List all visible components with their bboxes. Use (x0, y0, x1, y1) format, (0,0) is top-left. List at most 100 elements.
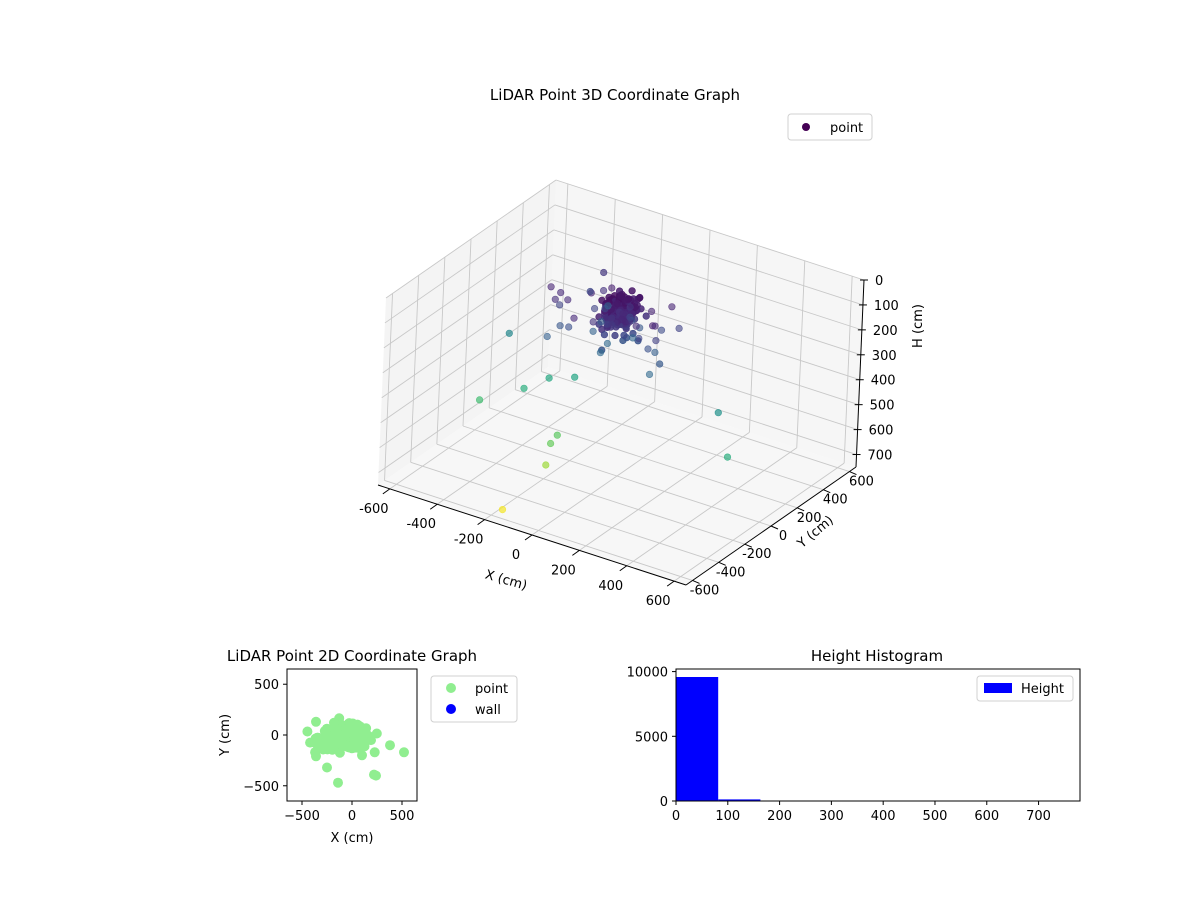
scatter-3d-point (656, 360, 664, 368)
scatter-2d-point (366, 735, 376, 746)
legend-2d: point wall (430, 675, 518, 723)
plot-3d-zlabel: H (cm) (911, 304, 926, 348)
ticks-3d: -600-400-2000200400600-600-400-200020040… (359, 274, 899, 609)
z-tick-label: 300 (872, 349, 897, 364)
legend-histogram-label: Height (1021, 682, 1064, 697)
scatter-3d-point (651, 322, 659, 330)
plot-3d-title: LiDAR Point 3D Coordinate Graph (490, 86, 740, 104)
scatter-3d-point (636, 293, 644, 302)
grid-h-left (382, 254, 554, 374)
y-tick-label: 200 (797, 511, 822, 526)
scatter-2d-point (357, 750, 367, 761)
scatter-3d-point (635, 334, 643, 343)
scatter-3d-point (590, 305, 599, 313)
y-tick-label: 0 (271, 729, 279, 744)
grid-y-floor (515, 389, 824, 491)
scatter-2d-point (371, 770, 381, 781)
scatter-2d-point (385, 740, 395, 751)
scatter-3d-point (599, 287, 608, 295)
y-tick (849, 471, 857, 475)
scatter-3d-point (542, 461, 550, 469)
plot-2d-xlabel: X (cm) (331, 831, 374, 846)
legend-2d-marker-wall (446, 704, 456, 714)
y-tick-label: -400 (716, 565, 746, 580)
scatter-3d-point (645, 370, 654, 379)
x-tick-label: 500 (923, 809, 948, 824)
grid-x-back (748, 245, 758, 433)
histogram-bar (676, 677, 719, 801)
y-tick (744, 543, 753, 548)
x-tick-label: 300 (819, 809, 844, 824)
grid-h-left (379, 329, 550, 448)
x-tick-label: 400 (598, 579, 623, 594)
grid-y-left (410, 275, 420, 463)
scatter-3d-point (632, 322, 640, 330)
y-tick (770, 525, 779, 530)
x-tick-label: 500 (390, 809, 415, 824)
y-tick (692, 580, 700, 584)
scatter-3d-point (586, 287, 594, 296)
grid-x-back (796, 260, 806, 448)
grid-x-back (606, 199, 616, 387)
scatter-3d-point (626, 313, 634, 321)
grid-h-back (555, 179, 865, 281)
y-tick-label: 0 (779, 529, 787, 544)
scatter-3d-point (611, 331, 619, 340)
grid-h-back (551, 279, 860, 381)
grid-x-back (701, 229, 711, 418)
y-tick (718, 561, 726, 566)
grid-y-floor (384, 480, 693, 581)
legend-3d-marker (802, 123, 810, 131)
x-tick-label: 0 (512, 548, 520, 563)
scatter-3d-point (565, 323, 573, 331)
grid-h-left (380, 304, 551, 424)
legend-2d-marker-point (446, 683, 456, 693)
scatter-3d-point (555, 301, 564, 309)
y-tick-label: −500 (243, 780, 279, 795)
scatter-3d-point (617, 292, 625, 301)
grid-h-left (385, 179, 557, 299)
scatter-3d-point (613, 300, 622, 308)
grid-h-left (384, 204, 556, 324)
y-tick (796, 507, 805, 512)
legend-histogram-swatch (984, 683, 1012, 693)
grid-y-left (384, 293, 393, 481)
grid-y-floor (436, 443, 745, 545)
scatter-3d-point (571, 373, 579, 381)
scatter-2d-point (353, 742, 364, 753)
ticks-histogram: 0 100 200 300 400 500 600 700 0 5000 10000 (627, 666, 1051, 824)
scatter-3d-point (557, 289, 565, 297)
histogram-bars (676, 677, 1056, 801)
grid-y-left (514, 202, 524, 390)
scatter-3d-point (597, 318, 605, 326)
legend-3d: point (787, 113, 873, 141)
z-tick-label: 0 (875, 274, 883, 289)
scatter-3d-point (652, 337, 660, 345)
grid-y-left (436, 257, 446, 445)
z-tick-label: 400 (871, 374, 896, 389)
scatter-3d-point (675, 324, 683, 333)
grid-x-back (559, 183, 569, 371)
z-axis-line (855, 279, 865, 468)
scatter-3d-point (553, 431, 561, 439)
grid-h-left (383, 229, 555, 349)
z-tick-label: 200 (873, 324, 898, 339)
scatter-3d-point (498, 506, 507, 514)
histogram-bar (718, 799, 761, 801)
x-tick-label: 600 (974, 809, 999, 824)
y-tick-label: 0 (660, 795, 668, 810)
y-tick-label: 600 (849, 475, 874, 490)
x-tick-label: 0 (672, 809, 680, 824)
histogram-title: Height Histogram (811, 647, 943, 665)
plot-histogram: Height Histogram 0 100 200 300 400 500 600 7000… (627, 647, 1081, 824)
plot-2d: LiDAR Point 2D Coordinate Graph −500 0 500… (218, 647, 518, 846)
scatter-3d-point (642, 312, 650, 320)
grid-h-back (554, 204, 864, 306)
scatter-3d-point (618, 315, 626, 324)
grid-y-left (541, 184, 550, 372)
scatter-3d-point (668, 303, 676, 311)
scatter-3d-points (476, 268, 732, 514)
grid-3d (378, 179, 865, 582)
plot-2d-title: LiDAR Point 2D Coordinate Graph (227, 647, 477, 665)
scatter-3d-point (600, 331, 609, 339)
